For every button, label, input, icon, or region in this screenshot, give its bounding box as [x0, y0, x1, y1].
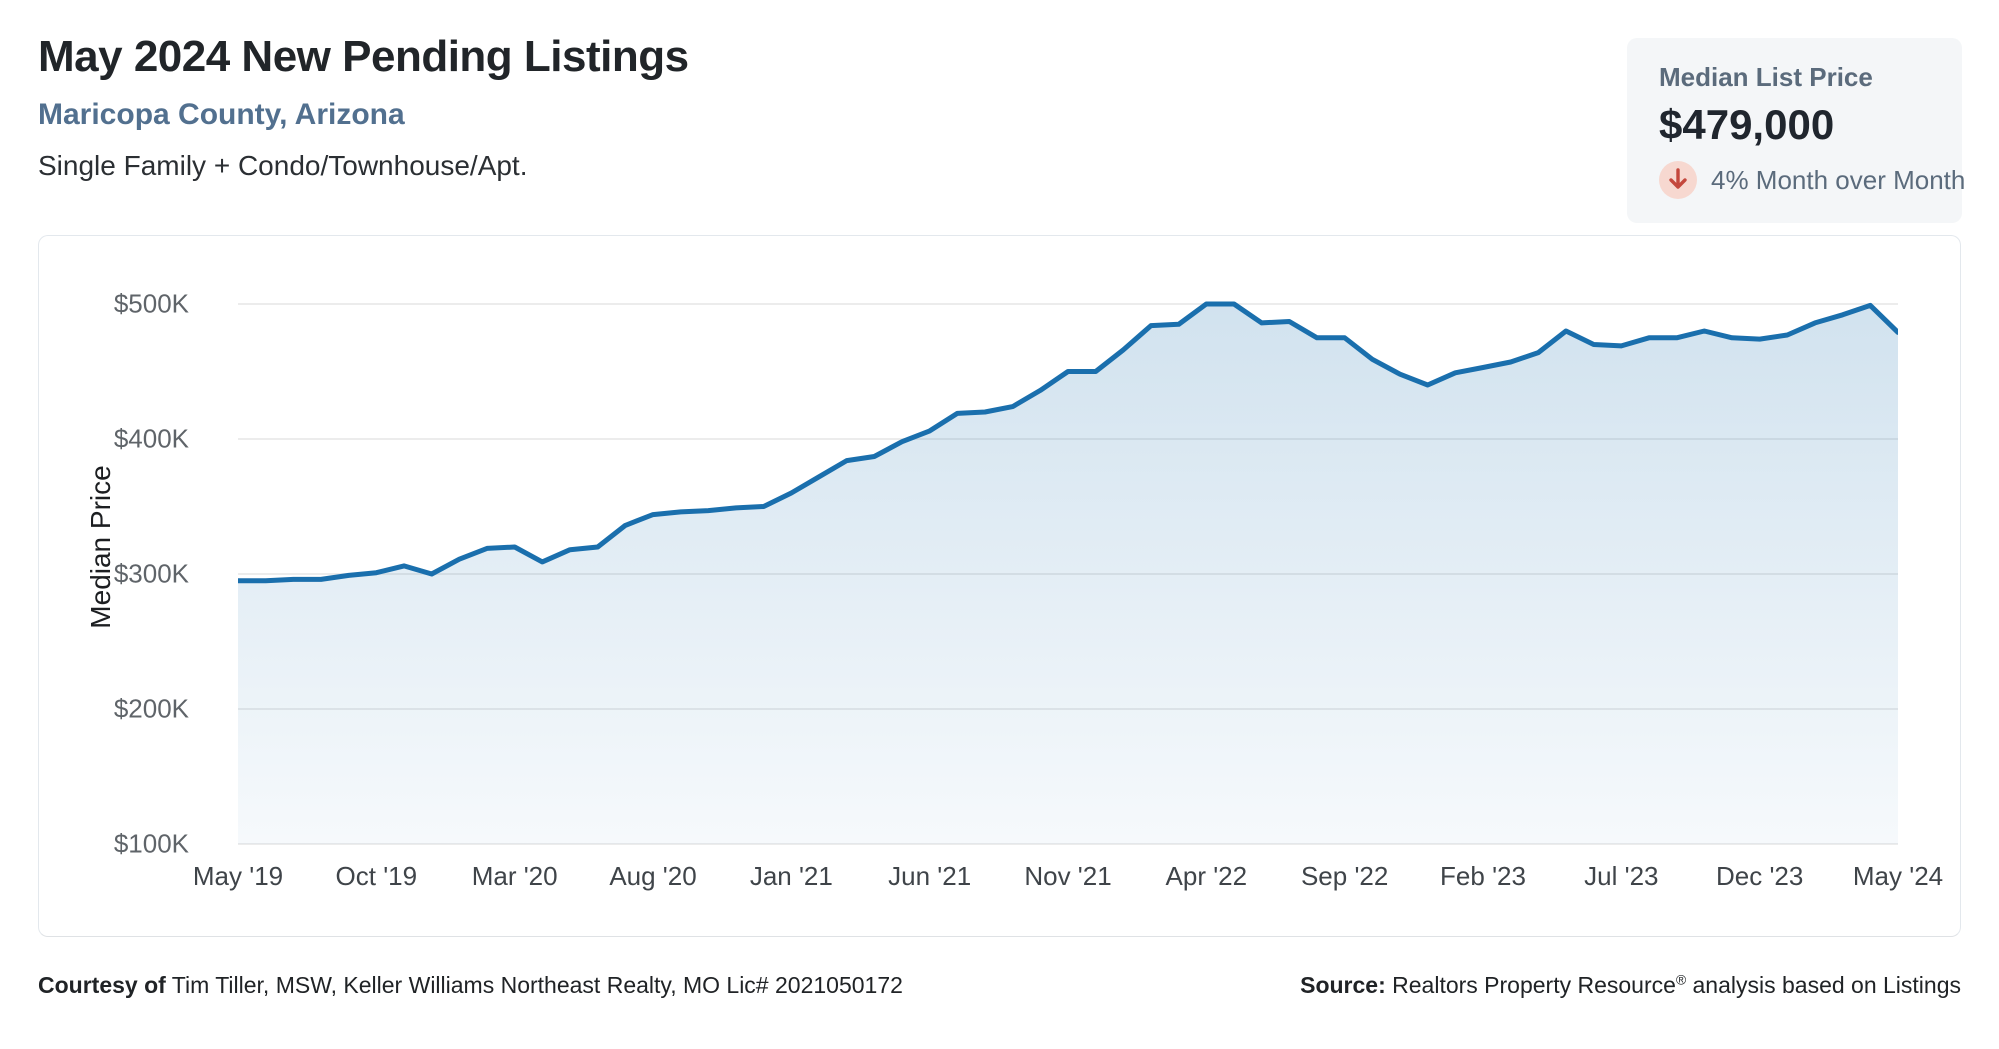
- x-tick-label: May '19: [192, 861, 284, 891]
- courtesy-text: Tim Tiller, MSW, Keller Williams Northea…: [165, 972, 903, 998]
- h-gridline: [238, 303, 1898, 305]
- report-footer: Courtesy of Tim Tiller, MSW, Keller Will…: [38, 972, 1961, 999]
- price-line-series: [238, 301, 1898, 584]
- y-tick-label: $100K: [113, 828, 189, 859]
- h-gridline: [238, 843, 1898, 845]
- arrow-down-icon: [1659, 161, 1697, 199]
- courtesy-line: Courtesy of Tim Tiller, MSW, Keller Will…: [38, 972, 903, 999]
- y-tick-label: $500K: [113, 288, 189, 319]
- registered-mark: ®: [1675, 972, 1687, 988]
- source-line: Source: Realtors Property Resource® anal…: [1300, 972, 1961, 999]
- x-tick-label: Nov '21: [1024, 861, 1112, 891]
- x-tick-label: Jul '23: [1584, 861, 1659, 891]
- property-types-label: Single Family + Condo/Townhouse/Apt.: [38, 150, 528, 181]
- kpi-label: Median List Price: [1659, 62, 1873, 92]
- y-tick-label: $400K: [113, 423, 189, 454]
- kpi-change-row: 4% Month over Month: [1659, 161, 1965, 199]
- page-title: May 2024 New Pending Listings: [38, 32, 689, 81]
- courtesy-label: Courtesy of: [38, 972, 166, 998]
- x-tick-label: May '24: [1852, 861, 1944, 891]
- x-axis: May '19 Oct '19 Mar '20 Aug '20 Jan '21 Jun '…: [193, 861, 1943, 901]
- x-tick-label: Jan '21: [749, 861, 833, 891]
- y-tick-label: $300K: [113, 558, 189, 589]
- y-tick-label: $200K: [113, 693, 189, 724]
- source-label: Source:: [1300, 972, 1386, 998]
- y-axis: $500K $400K $300K $200K $100K: [39, 250, 215, 859]
- kpi-change-text: 4% Month over Month: [1711, 164, 1966, 195]
- report-header: May 2024 New Pending Listings Maricopa C…: [38, 32, 689, 182]
- chart-card: Median Price $500K $400K $300K $200K $100K M…: [38, 235, 1961, 937]
- x-tick-label: Dec '23: [1715, 861, 1804, 891]
- kpi-value: $479,000: [1659, 101, 1835, 148]
- price-area-series: [238, 304, 1898, 844]
- chart-canvas: [238, 301, 1898, 844]
- x-tick-label: Mar '20: [471, 861, 558, 891]
- x-tick-label: Oct '19: [335, 861, 418, 891]
- x-tick-label: Sep '22: [1300, 861, 1389, 891]
- location-subtitle: Maricopa County, Arizona: [38, 98, 405, 131]
- median-list-price-card: Median List Price $479,000 4% Month over…: [1627, 38, 1965, 223]
- x-tick-label: Aug '20: [609, 861, 697, 891]
- chart-plot[interactable]: [238, 250, 1898, 845]
- source-text-pre: Realtors Property Resource: [1385, 972, 1676, 998]
- x-tick-label: Jun '21: [888, 861, 972, 891]
- x-tick-label: Feb '23: [1440, 861, 1526, 891]
- source-text-post: analysis based on Listings: [1686, 972, 1961, 998]
- x-tick-label: Apr '22: [1165, 861, 1248, 891]
